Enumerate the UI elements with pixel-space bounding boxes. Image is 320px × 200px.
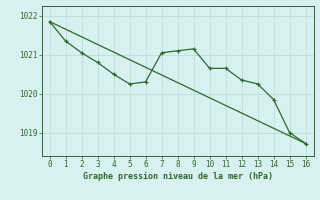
X-axis label: Graphe pression niveau de la mer (hPa): Graphe pression niveau de la mer (hPa) [83, 172, 273, 181]
